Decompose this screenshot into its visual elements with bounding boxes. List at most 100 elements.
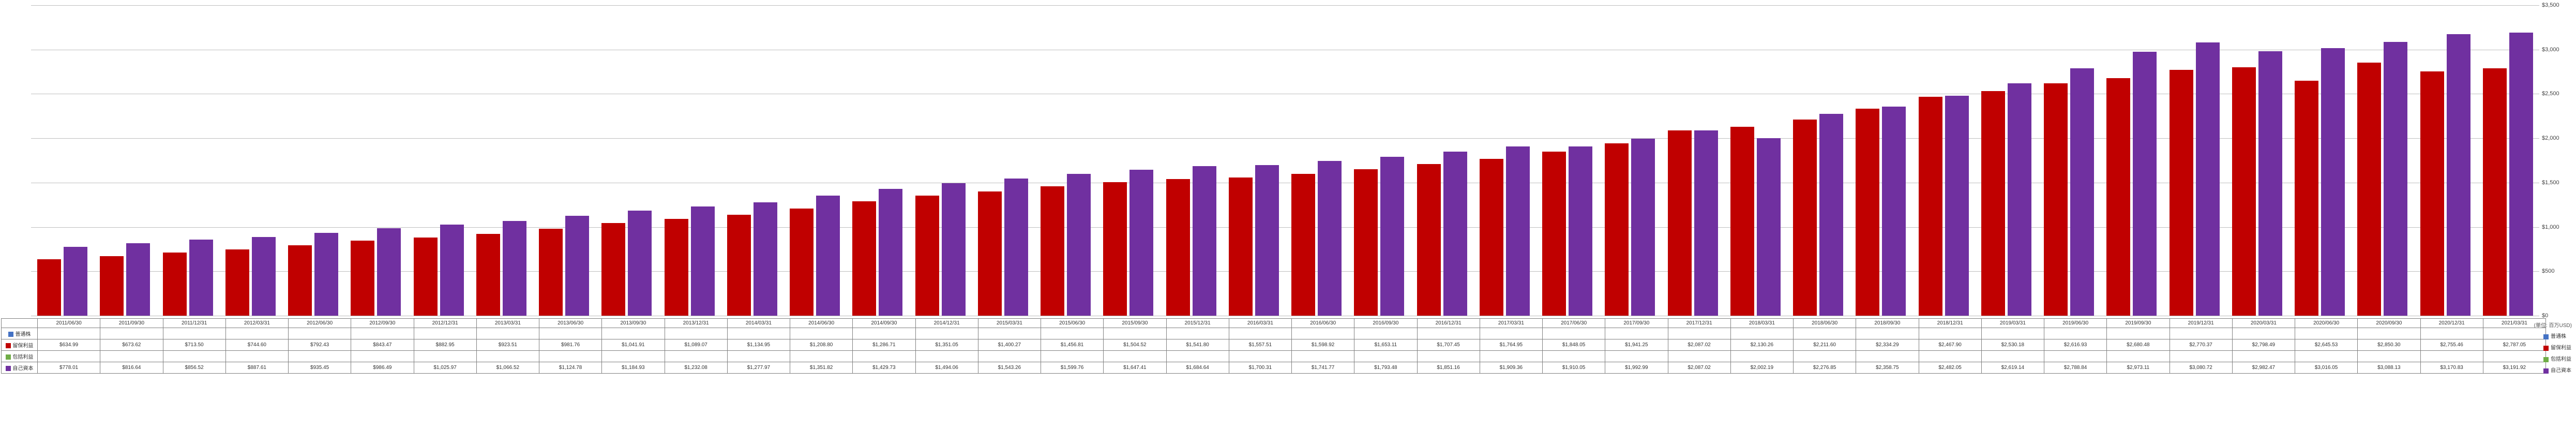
- table-cell: $2,002.19: [1730, 362, 1793, 374]
- table-cell: $816.64: [100, 362, 163, 374]
- category-header: 2015/06/30: [1041, 319, 1104, 328]
- bar-equity: [2133, 52, 2157, 316]
- table-cell: [2483, 328, 2545, 339]
- category-header: 2015/12/31: [1166, 319, 1229, 328]
- bar-retained-earnings: [37, 259, 61, 316]
- table-row: 包括利益: [2, 351, 2546, 362]
- table-cell: [665, 351, 727, 362]
- bar-group: [2414, 5, 2477, 316]
- bar-retained-earnings: [1919, 97, 1942, 316]
- bar-equity: [1443, 152, 1467, 316]
- bar-retained-earnings: [2232, 67, 2256, 316]
- table-cell: [1856, 351, 1919, 362]
- table-cell: $2,850.30: [2358, 339, 2420, 351]
- table-cell: $1,208.80: [790, 339, 853, 351]
- table-cell: [1730, 351, 1793, 362]
- table-cell: [1794, 351, 1856, 362]
- bar-group: [972, 5, 1034, 316]
- table-cell: $2,787.05: [2483, 339, 2545, 351]
- bar-equity: [2509, 33, 2533, 316]
- bar-group: [219, 5, 282, 316]
- bar-retained-earnings: [1856, 109, 1879, 316]
- table-cell: [2358, 351, 2420, 362]
- bar-retained-earnings: [288, 245, 312, 316]
- legend-cell: 包括利益: [2, 351, 38, 362]
- table-cell: $2,755.46: [2420, 339, 2483, 351]
- table-cell: [2295, 351, 2358, 362]
- bar-group: [2288, 5, 2351, 316]
- table-cell: $2,973.11: [2107, 362, 2170, 374]
- bar-retained-earnings: [2170, 70, 2193, 316]
- bar-equity: [1819, 114, 1843, 316]
- table-cell: $1,184.93: [602, 362, 665, 374]
- legend-label: 自己資本: [2551, 365, 2571, 377]
- legend-text: 包括利益: [13, 354, 34, 360]
- bar-equity: [1757, 138, 1781, 316]
- table-cell: $1,429.73: [853, 362, 915, 374]
- table-cell: $1,286.71: [853, 339, 915, 351]
- table-cell: $744.60: [225, 339, 288, 351]
- bar-retained-earnings: [163, 253, 187, 316]
- bar-retained-earnings: [915, 196, 939, 316]
- table-cell: $1,848.05: [1543, 339, 1605, 351]
- table-cell: [915, 328, 978, 339]
- table-cell: [915, 351, 978, 362]
- bar-equity: [2008, 83, 2031, 316]
- bar-equity: [1129, 170, 1153, 316]
- table-cell: $1,089.07: [665, 339, 727, 351]
- category-header: 2018/06/30: [1794, 319, 1856, 328]
- legend-cell: 留保利益: [2, 339, 38, 351]
- table-cell: $2,276.85: [1794, 362, 1856, 374]
- swatch-icon: [6, 354, 11, 360]
- legend-item-comprehensive-income: 包括利益: [2543, 354, 2571, 365]
- bar-equity: [1380, 157, 1404, 316]
- bar-retained-earnings: [1354, 169, 1378, 316]
- table-cell: $2,130.26: [1730, 339, 1793, 351]
- table-cell: $3,080.72: [2170, 362, 2232, 374]
- category-header: 2015/09/30: [1104, 319, 1166, 328]
- table-cell: [100, 351, 163, 362]
- bar-group: [2477, 5, 2539, 316]
- table-cell: $1,992.99: [1605, 362, 1668, 374]
- table-cell: [1166, 351, 1229, 362]
- table-cell: [602, 351, 665, 362]
- table-cell: [539, 328, 602, 339]
- bar-equity: [816, 196, 840, 316]
- table-cell: $2,358.75: [1856, 362, 1919, 374]
- bar-equity: [565, 216, 589, 316]
- bar-retained-earnings: [1605, 143, 1629, 316]
- ytick-label: $2,000: [2542, 135, 2570, 141]
- bar-retained-earnings: [2106, 78, 2130, 316]
- legend-label: 包括利益: [2551, 354, 2571, 365]
- table-cell: $2,482.05: [1919, 362, 1981, 374]
- table-cell: $1,504.52: [1104, 339, 1166, 351]
- table-cell: [665, 328, 727, 339]
- category-header: 2012/03/31: [225, 319, 288, 328]
- table-cell: [1981, 328, 2044, 339]
- table-cell: [1354, 351, 1417, 362]
- table-cell: $3,016.05: [2295, 362, 2358, 374]
- table-cell: [2295, 328, 2358, 339]
- table-cell: [1480, 351, 1542, 362]
- table-cell: [727, 351, 790, 362]
- bar-group: [909, 5, 972, 316]
- bar-equity: [2070, 68, 2094, 316]
- bar-retained-earnings: [1291, 174, 1315, 316]
- category-header: 2020/03/31: [2232, 319, 2295, 328]
- bar-equity: [1569, 146, 1592, 316]
- table-cell: $3,170.83: [2420, 362, 2483, 374]
- ytick-label: $1,500: [2542, 180, 2570, 186]
- bar-group: [157, 5, 219, 316]
- table-cell: $2,530.18: [1981, 339, 2044, 351]
- bar-equity: [754, 202, 777, 316]
- bar-retained-earnings: [2295, 81, 2318, 316]
- table-cell: [2170, 351, 2232, 362]
- category-header: 2014/12/31: [915, 319, 978, 328]
- table-cell: $887.61: [225, 362, 288, 374]
- table-cell: [1919, 328, 1981, 339]
- bar-equity: [1506, 146, 1530, 316]
- table-cell: $1,764.95: [1480, 339, 1542, 351]
- bar-retained-earnings: [601, 223, 625, 316]
- bar-retained-earnings: [790, 209, 814, 316]
- table-cell: [351, 328, 414, 339]
